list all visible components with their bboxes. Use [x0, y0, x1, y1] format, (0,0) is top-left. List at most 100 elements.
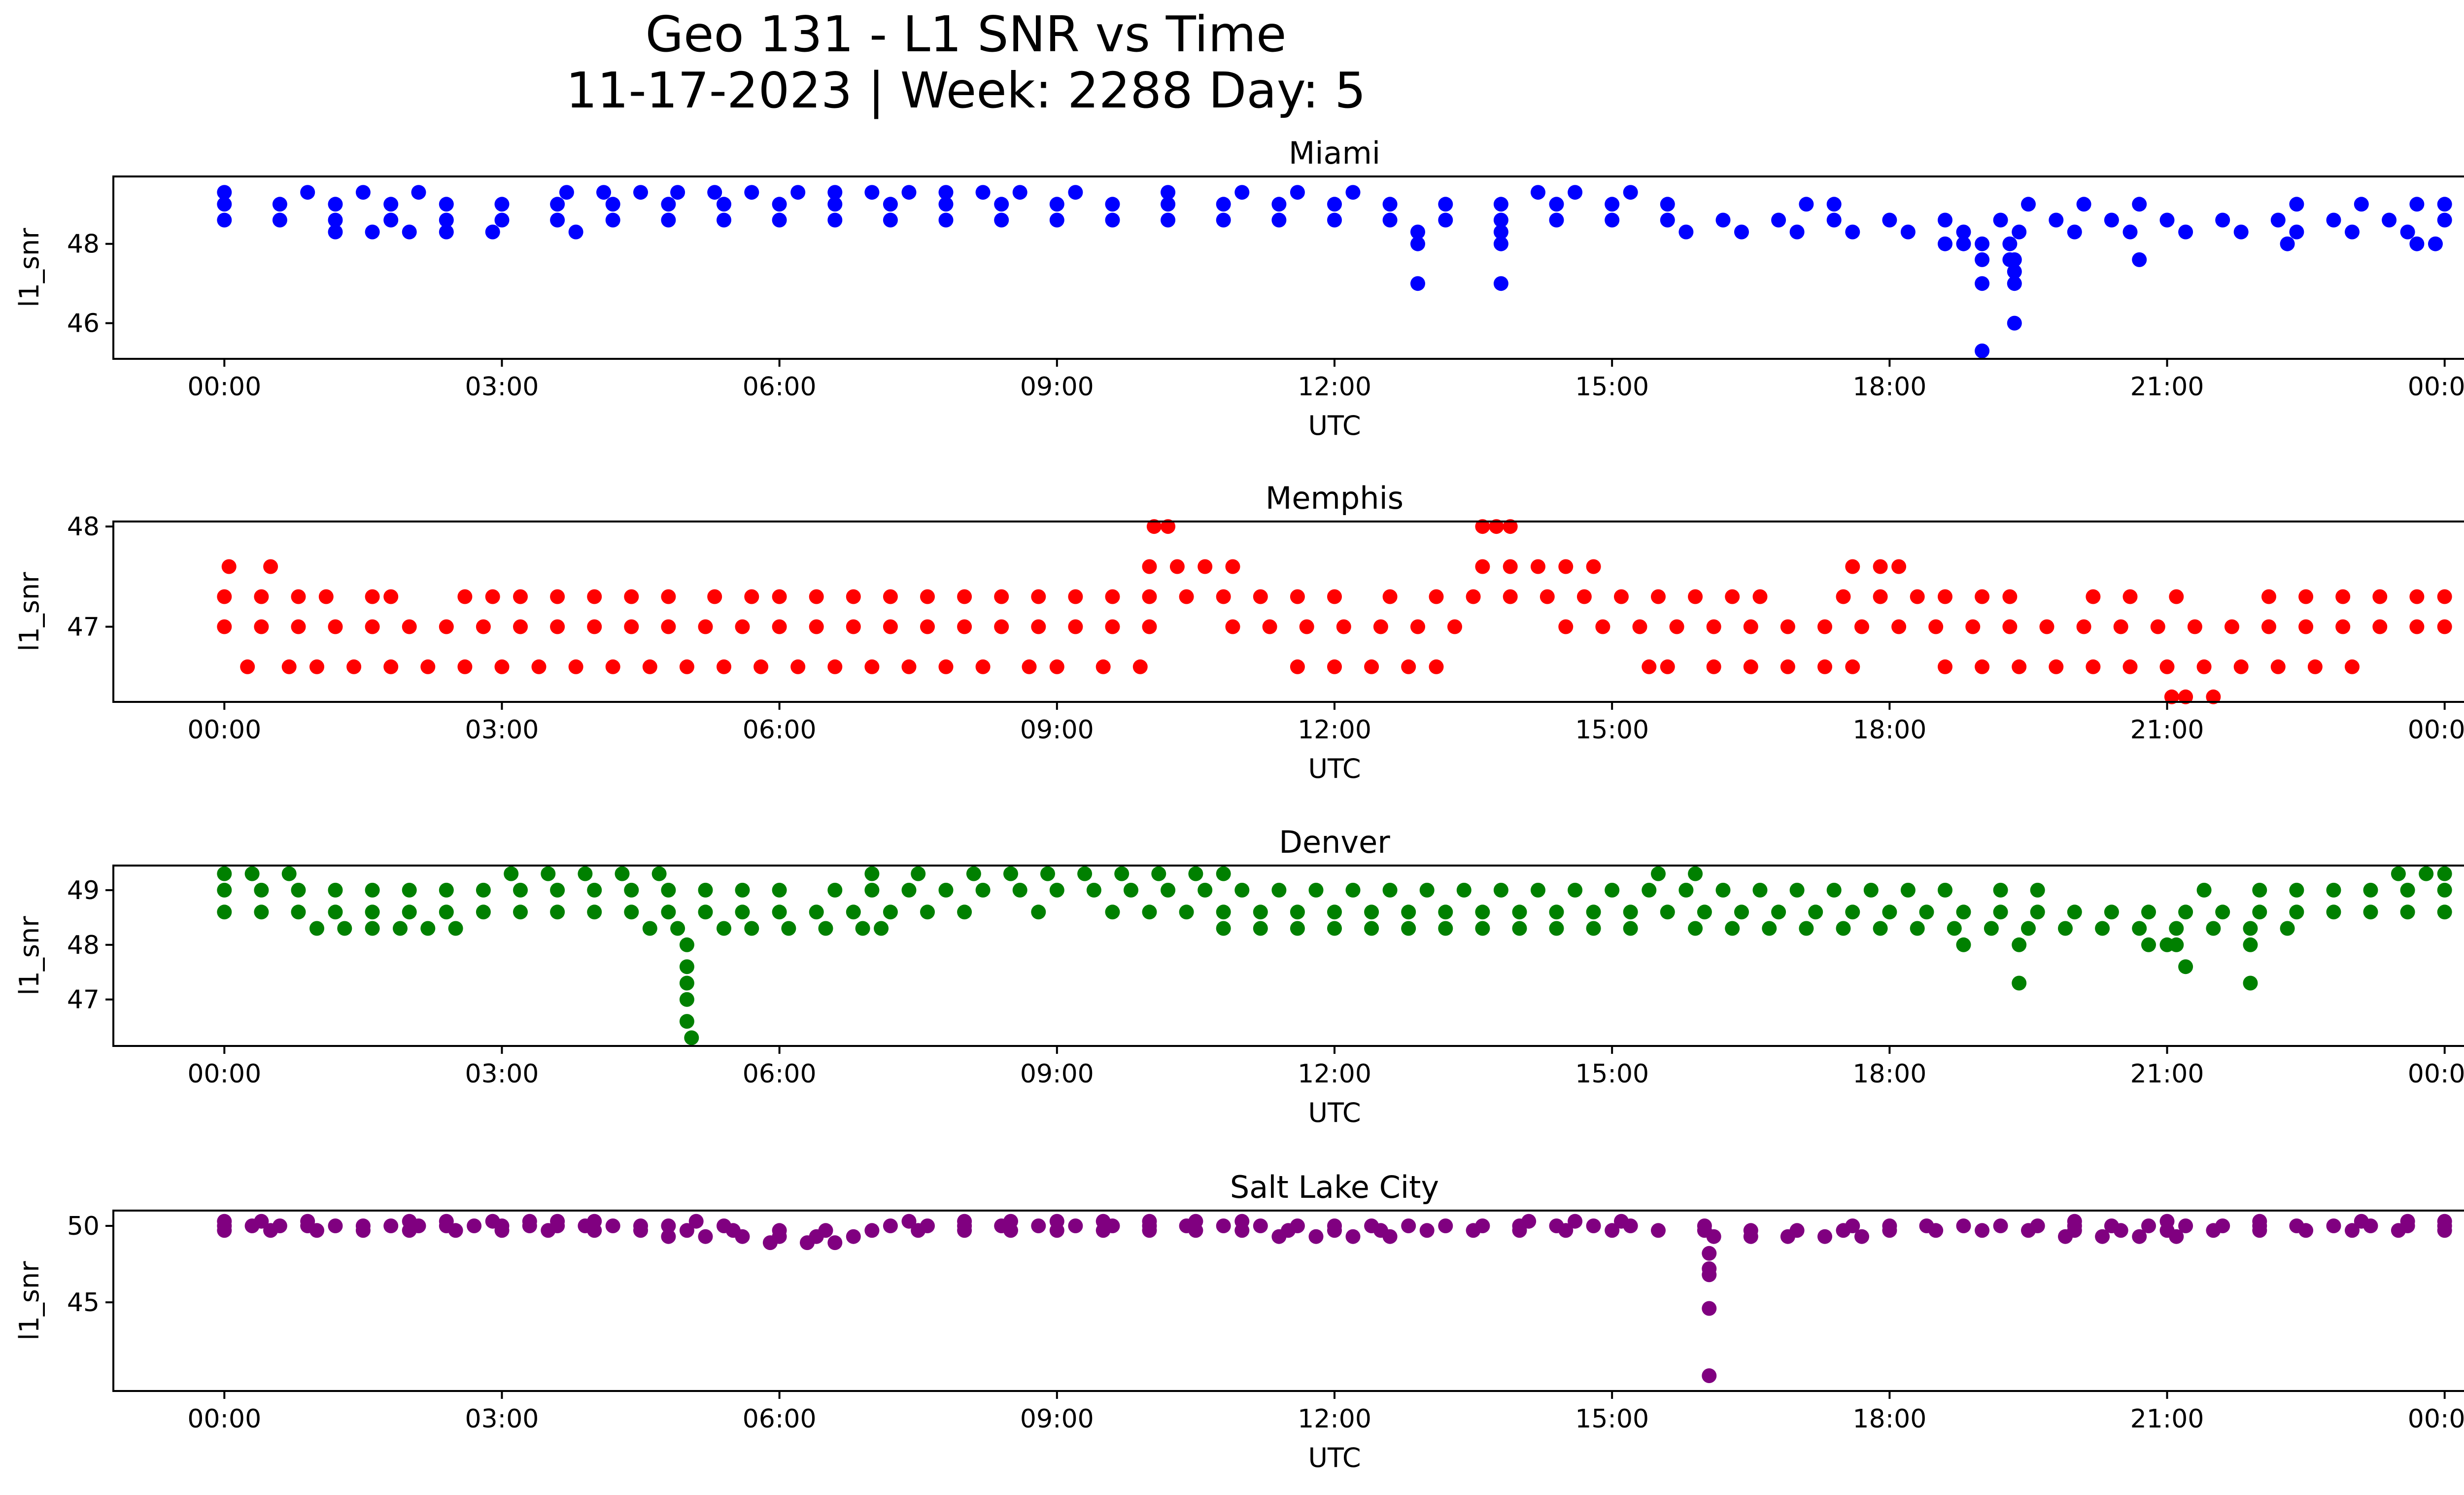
data-point	[883, 197, 898, 212]
data-point	[975, 882, 991, 898]
data-point	[1938, 236, 1952, 251]
data-point	[2437, 589, 2452, 604]
data-point	[244, 1218, 260, 1233]
data-point	[1031, 589, 1046, 604]
data-point	[1489, 519, 1504, 534]
data-point	[1956, 1218, 1971, 1233]
data-point	[753, 659, 769, 674]
data-point	[217, 589, 232, 604]
data-point	[1605, 212, 1620, 228]
data-point	[1660, 197, 1675, 212]
data-point	[1169, 559, 1185, 574]
data-point	[1938, 589, 1952, 604]
data-point	[1012, 185, 1027, 200]
data-point	[1605, 882, 1620, 898]
data-point	[679, 1014, 694, 1029]
data-point	[559, 185, 574, 200]
data-point	[1697, 904, 1712, 920]
data-point	[1975, 252, 1990, 267]
data-point	[874, 921, 889, 936]
data-point	[1493, 236, 1508, 251]
data-point	[1142, 619, 1157, 634]
data-point	[2206, 689, 2221, 704]
data-point	[1438, 212, 1453, 228]
data-point	[2141, 1218, 2156, 1233]
data-point	[864, 1223, 880, 1238]
data-point	[328, 1218, 343, 1233]
data-point	[707, 185, 722, 200]
data-point	[679, 659, 694, 674]
data-point	[541, 1223, 556, 1238]
data-point	[911, 866, 926, 881]
data-point	[365, 904, 380, 920]
x-tick-label: 18:00	[1852, 1404, 1926, 1434]
data-point	[2437, 904, 2452, 920]
data-point	[2104, 212, 2119, 228]
data-point	[1975, 236, 1990, 251]
data-point	[1845, 559, 1860, 574]
data-point	[1105, 197, 1120, 212]
data-point	[1216, 212, 1231, 228]
panel-memphis: Memphis 00:00 03:00 06:00 09:00 12:00 15:00 18:…	[14, 480, 2464, 784]
data-point	[1512, 921, 1527, 936]
data-point	[2437, 1223, 2452, 1238]
x-tick-label: 09:00	[1020, 715, 1094, 745]
data-point	[1345, 185, 1361, 200]
data-point	[1234, 185, 1250, 200]
data-point	[1253, 921, 1268, 936]
data-point	[1900, 224, 1916, 240]
data-point	[1327, 921, 1342, 936]
data-point	[1336, 619, 1351, 634]
x-tick-label: 21:00	[2130, 715, 2204, 745]
data-point	[337, 921, 352, 936]
data-point	[1882, 212, 1897, 228]
data-point	[2326, 882, 2341, 898]
data-point	[1891, 559, 1907, 574]
panel-salt-lake-city: Salt Lake City 00:00 03:00 06:00 09:00 12:00 1…	[14, 1169, 2464, 1473]
data-point	[476, 904, 491, 920]
data-point	[920, 589, 935, 604]
data-point	[2409, 619, 2425, 634]
data-point	[818, 921, 833, 936]
data-point	[735, 619, 750, 634]
data-point	[2243, 937, 2258, 952]
data-point	[2280, 236, 2295, 251]
data-point	[402, 882, 417, 898]
data-point	[1558, 559, 1574, 574]
data-point	[1216, 866, 1231, 881]
data-point	[1198, 882, 1213, 898]
data-point	[291, 589, 306, 604]
data-point	[1706, 659, 1721, 674]
data-point	[717, 921, 731, 936]
data-point	[587, 589, 602, 604]
data-point	[1882, 1223, 1897, 1238]
data-point	[596, 185, 611, 200]
data-point	[1290, 589, 1305, 604]
data-point	[2428, 236, 2443, 251]
x-tick-label: 06:00	[743, 372, 817, 402]
data-point	[1734, 224, 1749, 240]
data-point	[1752, 589, 1768, 604]
data-point	[1678, 882, 1694, 898]
data-point	[883, 589, 898, 604]
x-tick-label: 18:00	[1852, 372, 1926, 402]
data-point	[1466, 589, 1481, 604]
data-point	[624, 619, 639, 634]
data-point	[2141, 904, 2156, 920]
data-point	[1049, 882, 1064, 898]
data-point	[541, 866, 556, 881]
data-point	[1993, 904, 2008, 920]
data-point	[420, 921, 436, 936]
x-tick-label: 12:00	[1298, 1404, 1371, 1434]
denver-panel-title: Denver	[1279, 824, 1390, 860]
data-point	[1493, 197, 1508, 212]
data-point	[1438, 1218, 1453, 1233]
data-point	[2252, 904, 2267, 920]
data-point	[244, 866, 260, 881]
data-point	[2058, 921, 2073, 936]
data-point	[1891, 619, 1907, 634]
data-point	[1586, 904, 1601, 920]
data-point	[328, 212, 343, 228]
data-point	[2104, 904, 2119, 920]
x-tick-label: 00:00	[2408, 1059, 2464, 1089]
